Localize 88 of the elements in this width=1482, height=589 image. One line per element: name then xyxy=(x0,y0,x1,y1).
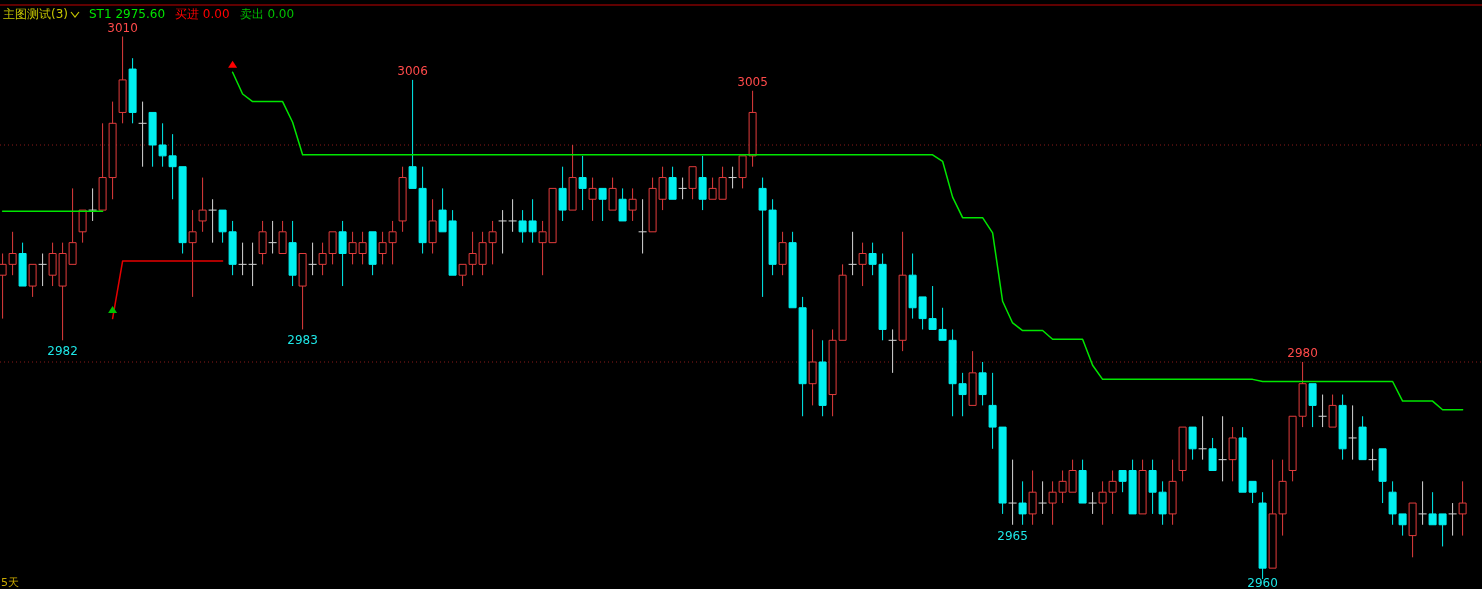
candlestick xyxy=(1228,426,1237,482)
candlestick xyxy=(188,209,197,298)
candlestick xyxy=(778,231,787,276)
candlestick xyxy=(568,144,577,211)
candlestick xyxy=(38,253,48,287)
candlestick xyxy=(808,328,817,406)
candlestick xyxy=(628,187,637,222)
candlestick xyxy=(728,166,738,189)
annotation: 2980 xyxy=(1287,346,1318,360)
candlestick xyxy=(78,209,87,244)
candlestick xyxy=(238,242,248,276)
candlestick xyxy=(618,187,627,222)
candlestick xyxy=(28,263,37,298)
candlestick xyxy=(1458,480,1467,537)
candlestick xyxy=(498,209,508,254)
candlestick xyxy=(1368,448,1378,471)
text: ST1 2975.60 xyxy=(89,7,166,21)
candlestick xyxy=(598,187,607,222)
candlestick xyxy=(298,253,307,330)
candlestick xyxy=(1378,448,1387,504)
candlestick xyxy=(1138,459,1147,515)
text: 卖出 0.00 xyxy=(239,7,295,21)
candlestick xyxy=(1078,459,1087,504)
candlestick xyxy=(428,198,437,254)
annotation: 5天 xyxy=(1,576,19,589)
candlestick xyxy=(88,187,98,222)
annotation: 3010 xyxy=(107,20,138,35)
candlestick xyxy=(1408,502,1417,558)
text: 买进 0.00 xyxy=(175,7,230,21)
candlestick xyxy=(858,242,867,287)
annotation: 2960 xyxy=(1247,576,1278,589)
candlestick xyxy=(308,242,318,276)
candlestick xyxy=(368,231,377,276)
candlestick xyxy=(848,231,858,276)
candlestick xyxy=(1198,415,1208,461)
candlestick xyxy=(138,101,148,168)
candlestick xyxy=(18,242,27,287)
annotation: 2965 xyxy=(997,528,1028,543)
candlestick xyxy=(638,198,648,254)
candlestick xyxy=(678,177,688,200)
candlestick xyxy=(888,328,898,374)
candlestick xyxy=(288,220,297,287)
candlestick xyxy=(1178,426,1187,482)
candlestick xyxy=(398,166,407,233)
candlestick xyxy=(508,198,518,233)
candlestick xyxy=(578,155,587,211)
candlestick xyxy=(1028,470,1037,526)
candlestick xyxy=(338,220,347,287)
candlestick xyxy=(898,231,907,352)
candlestick xyxy=(688,166,697,200)
candlestick xyxy=(1168,459,1177,526)
candlestick xyxy=(1338,394,1347,461)
candlestick xyxy=(1418,480,1428,526)
candlestick xyxy=(1218,415,1228,482)
candlestick xyxy=(818,339,827,417)
candlestick xyxy=(558,166,567,222)
candlestick xyxy=(1358,415,1367,461)
annotation: 2983 xyxy=(287,333,318,348)
candlestick xyxy=(258,220,267,265)
candlestick xyxy=(1318,394,1328,428)
candlestick xyxy=(978,361,987,406)
candlestick xyxy=(118,36,127,124)
candlestick xyxy=(1088,491,1098,515)
candlestick xyxy=(198,177,207,233)
candlestick xyxy=(1038,480,1048,515)
candlestick xyxy=(1328,394,1337,428)
candlestick xyxy=(1308,383,1317,428)
candlestick xyxy=(1258,491,1267,580)
annotation: 2982 xyxy=(47,344,78,359)
candlestick xyxy=(1348,404,1358,461)
candlestick xyxy=(208,198,218,244)
chart-title: 主图测试(3) xyxy=(3,7,68,21)
candlestick xyxy=(1208,437,1217,471)
candlestick xyxy=(1448,502,1458,537)
candlestick xyxy=(1018,480,1027,526)
candlestick xyxy=(128,57,137,124)
annotation: 3006 xyxy=(397,63,428,78)
candlestick xyxy=(698,155,707,211)
candlestick xyxy=(248,242,258,287)
candlestick xyxy=(278,220,287,254)
candlestick xyxy=(608,177,617,211)
candlestick xyxy=(1188,426,1197,461)
annotation: 3005 xyxy=(737,74,768,89)
candlestick xyxy=(668,166,677,200)
candlestick xyxy=(268,220,278,254)
candlestick xyxy=(968,350,977,406)
candlestick xyxy=(588,177,597,222)
candlestick xyxy=(1008,459,1018,526)
